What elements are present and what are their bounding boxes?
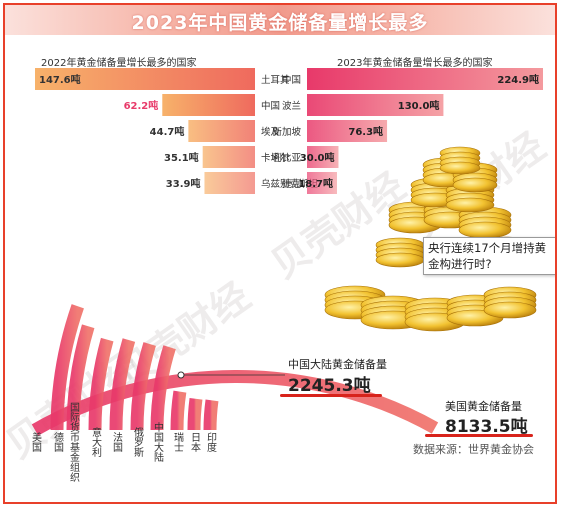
gold-coin (452, 177, 498, 193)
reserve-arc (203, 399, 219, 431)
china-value-underline (280, 394, 382, 397)
data-source: 数据来源：世界黄金协会 (413, 443, 534, 456)
left-bar (162, 94, 255, 116)
gold-coin (458, 221, 512, 239)
arc-country-label: 美国 (30, 431, 42, 453)
right-bar (307, 68, 543, 90)
right-panel-title: 2023年黄金储备量增长最多的国家 (337, 58, 493, 69)
left-bar-country: 土耳其 (261, 74, 290, 86)
arc-country-label: 印度 (205, 432, 217, 453)
right-bar-value: 130.0吨 (398, 99, 440, 112)
arc-country-label: 德国 (52, 431, 64, 453)
reserve-arc (88, 337, 114, 431)
infographic-frame: 2023年中国黄金储备量增长最多 2022年黄金储备量增长最多的国家 2023年… (3, 3, 557, 504)
reserve-arc (130, 342, 156, 431)
left-bar (204, 172, 255, 194)
page-title: 2023年中国黄金储备量增长最多 (131, 12, 429, 34)
china-reserve-value: 2245.3吨 (288, 376, 371, 396)
right-bar-value: 18.7吨 (298, 177, 333, 190)
right-bar-value: 224.9吨 (497, 73, 539, 86)
left-bar-chart: 147.6吨 土耳其 62.2吨 中国 44.7吨 埃及 35.1吨 卡塔尔 33.9吨 乌兹别克… (35, 68, 319, 194)
gold-coin (375, 252, 425, 268)
left-bar (188, 120, 255, 142)
right-bar (307, 172, 337, 194)
china-marker (177, 371, 185, 379)
right-bar-country: 中国 (282, 74, 301, 86)
left-bar-value: 147.6吨 (39, 73, 81, 86)
gold-coin (439, 161, 481, 175)
left-bar-country: 乌兹别克斯坦 (261, 178, 319, 190)
us-value-underline (425, 434, 533, 437)
left-bar-value: 44.7吨 (150, 125, 185, 138)
reserve-arc (50, 304, 84, 431)
right-bar-country: 利比亚 (272, 152, 301, 164)
china-reserve-label: 中国大陆黄金储备量 (288, 358, 387, 371)
left-panel-title: 2022年黄金储备量增长最多的国家 (41, 58, 197, 69)
arc-country-label: 日本 (189, 432, 201, 453)
us-reserve-label: 美国黄金储备量 (445, 400, 522, 413)
reserve-arc (66, 324, 95, 431)
arc-country-label: 意大利 (90, 426, 102, 457)
left-bar-country: 埃及 (261, 126, 281, 138)
left-bar-value: 35.1吨 (164, 151, 199, 164)
us-reserve-value: 8133.5吨 (445, 417, 528, 437)
right-bar-value: 76.3吨 (348, 125, 383, 138)
left-bar (35, 68, 255, 90)
reserve-arcs (31, 304, 439, 436)
left-bar-country: 中国 (261, 100, 280, 112)
reserve-arc (170, 390, 187, 431)
right-bar-country: 捷克 (282, 178, 302, 190)
gold-coins-illustration (324, 146, 537, 332)
title-band (5, 5, 555, 35)
gold-coin (445, 197, 495, 213)
left-bar-value: 62.2吨 (124, 99, 159, 112)
left-bar-country: 卡塔尔 (261, 152, 290, 164)
arc-country-label: 瑞士 (172, 432, 184, 452)
right-bar (307, 120, 388, 142)
right-bar (307, 146, 339, 168)
headline-tooltip[interactable]: 央行连续17个月增持黄金构进行时? (423, 237, 555, 275)
right-bar-country: 波兰 (282, 100, 301, 112)
reserve-arc (31, 369, 439, 436)
right-bar (307, 94, 444, 116)
right-bar-value: 30.0吨 (300, 151, 335, 164)
right-bar-country: 新加坡 (272, 126, 301, 138)
reserve-arc (109, 338, 136, 431)
left-bar (202, 146, 255, 168)
arc-country-labels: 美国 德国 国际货币基金组织 意大利 法国 俄罗斯 中国大陆 瑞士 日本 印度 (30, 371, 285, 483)
arc-country-label: 中国大陆 (152, 421, 164, 463)
reserve-arc (187, 397, 203, 431)
arc-country-label: 俄罗斯 (132, 427, 144, 458)
arc-country-label: 法国 (111, 431, 123, 453)
gold-coin (483, 301, 537, 319)
chart-canvas: 147.6吨 土耳其 62.2吨 中国 44.7吨 埃及 35.1吨 卡塔尔 33.9吨 乌兹别克… (30, 68, 543, 483)
left-bar-value: 33.9吨 (166, 177, 201, 190)
arc-country-label: 国际货币基金组织 (68, 402, 80, 483)
reserve-arc (150, 345, 176, 431)
